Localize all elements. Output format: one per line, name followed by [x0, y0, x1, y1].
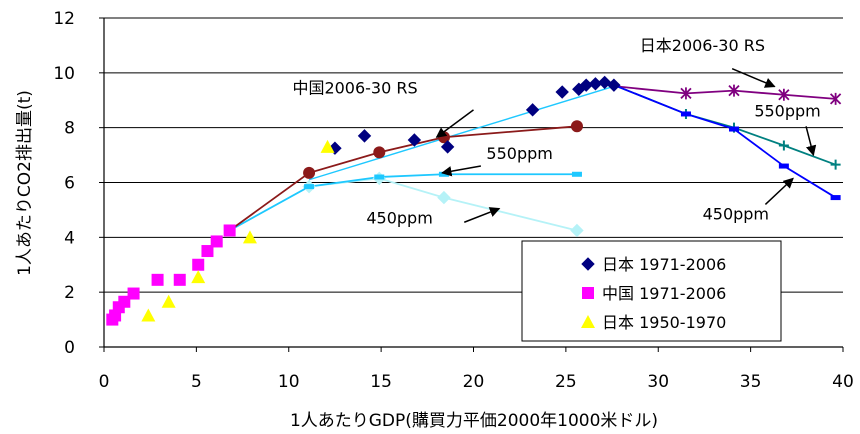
series-markers	[106, 75, 842, 326]
annotation-label: 550ppm	[754, 102, 820, 121]
x-tick-label: 15	[370, 372, 392, 392]
data-point-japan_2006_30_rs	[680, 87, 692, 100]
legend-label: 中国 1971-2006	[602, 284, 726, 303]
axes	[99, 17, 844, 352]
y-tick-label: 6	[64, 174, 75, 194]
y-tick-label: 0	[64, 338, 75, 358]
data-point-china_1971_2006	[223, 224, 236, 237]
x-tick-label: 35	[740, 372, 762, 392]
legend-label: 日本 1950-1970	[602, 313, 726, 332]
data-point-china_550ppm	[374, 174, 385, 180]
annotation-arrow	[731, 68, 776, 88]
x-tick-label: 10	[278, 372, 300, 392]
x-tick-label: 5	[191, 372, 202, 392]
y-tick-label: 10	[53, 64, 75, 84]
data-point-china_1971_2006	[118, 295, 131, 308]
data-point-japan_1950_1970	[161, 294, 176, 308]
data-point-china_1971_2006	[151, 273, 164, 286]
annotations: 日本2006-30 RS 中国2006-30 RS 550ppm 450ppm 550p…	[292, 36, 820, 228]
data-point-china_1971_2006	[173, 273, 186, 286]
y-tick-label: 8	[64, 119, 75, 139]
data-point-china_2006_30_rs	[373, 146, 386, 159]
data-point-china_550ppm	[304, 184, 315, 190]
data-point-japan_1971_2006	[525, 103, 540, 117]
data-point-china_1971_2006	[127, 287, 140, 300]
y-tick-label: 4	[64, 228, 75, 248]
data-point-china_2006_30_rs	[303, 166, 316, 179]
y-tick-label: 12	[53, 9, 75, 29]
data-point-japan_1971_2006	[440, 140, 455, 154]
annotation-arrow	[805, 126, 817, 157]
data-point-japan_2006_30_rs	[728, 84, 740, 97]
x-tick-label: 0	[99, 372, 110, 392]
legend-marker	[581, 315, 595, 328]
data-point-china_450ppm	[437, 190, 451, 205]
data-point-japan_1971_2006	[357, 129, 372, 143]
tick-labels: 0 5 10 15 20 25 30 35 40 0 2 4 6 8 10 12	[53, 9, 853, 392]
series-line-china_to_japan_link	[308, 84, 618, 181]
series-line-japan_2006_30_rs	[617, 85, 836, 100]
data-point-japan_450ppm	[778, 163, 789, 169]
legend-marker	[582, 287, 594, 299]
data-point-japan_2006_30_rs	[829, 92, 842, 105]
annotation-arrow	[435, 109, 474, 138]
legend: 日本 1971-2006 中国 1971-2006 日本 1950-1970	[521, 240, 782, 342]
data-point-japan_550ppm	[778, 140, 789, 151]
data-point-japan_450ppm	[830, 195, 841, 201]
legend-label: 日本 1971-2006	[602, 255, 726, 274]
data-point-japan_1971_2006	[607, 78, 621, 92]
data-point-japan_450ppm	[680, 111, 691, 117]
data-point-japan_1950_1970	[242, 230, 257, 244]
data-point-china_2006_30_rs	[570, 120, 583, 133]
data-point-china_450ppm	[570, 223, 584, 238]
data-point-japan_2006_30_rs	[778, 88, 790, 101]
data-point-china_1971_2006	[210, 235, 223, 248]
legend-marker	[581, 257, 595, 271]
annotation-label: 日本2006-30 RS	[640, 36, 765, 55]
x-tick-label: 40	[832, 372, 854, 392]
data-point-china_1971_2006	[192, 258, 205, 271]
annotation-arrow	[463, 207, 501, 223]
data-point-china_1971_2006	[201, 245, 214, 258]
data-point-japan_1971_2006	[555, 85, 569, 99]
series-line-japan_550ppm	[617, 85, 836, 166]
data-point-japan_550ppm	[830, 159, 841, 170]
annotation-label: 550ppm	[486, 144, 552, 163]
annotation-label: 中国2006-30 RS	[292, 78, 417, 97]
annotation-label: 450ppm	[703, 205, 769, 224]
data-point-china_550ppm	[571, 171, 582, 177]
data-point-japan_1950_1970	[141, 308, 156, 322]
annotation-arrow	[441, 165, 482, 177]
x-axis-title: 1人あたりGDP(購買力平価2000年1000米ドル)	[290, 411, 658, 431]
y-tick-label: 2	[64, 283, 75, 303]
annotation-label: 450ppm	[366, 209, 432, 228]
x-tick-label: 20	[463, 372, 485, 392]
data-point-japan_1950_1970	[191, 270, 206, 284]
data-point-japan_1950_1970	[320, 139, 335, 153]
x-tick-label: 25	[555, 372, 577, 392]
data-point-japan_1971_2006	[407, 133, 422, 147]
data-point-japan_450ppm	[728, 126, 739, 132]
legend-box	[521, 240, 782, 342]
x-tick-label: 30	[647, 372, 669, 392]
y-axis-title: 1人あたりCO2排出量(t)	[15, 90, 35, 276]
annotation-arrow	[764, 177, 794, 205]
